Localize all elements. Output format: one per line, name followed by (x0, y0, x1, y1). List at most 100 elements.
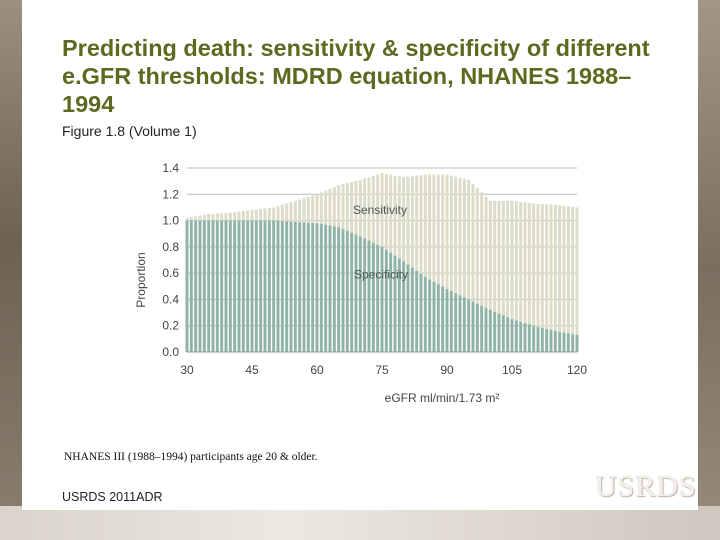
sensitivity-bar (280, 204, 284, 222)
sensitivity-bar (350, 181, 354, 233)
specificity-bar (324, 224, 328, 352)
specificity-bar (367, 240, 371, 352)
sensitivity-bar (198, 215, 202, 221)
specificity-bar (233, 220, 237, 352)
sensitivity-bar (267, 207, 271, 221)
sensitivity-bar (532, 203, 536, 326)
sensitivity-bar (575, 207, 579, 335)
sensitivity-bar (553, 204, 557, 331)
specificity-bar (254, 220, 258, 352)
specificity-bar (428, 279, 432, 352)
specificity-bar (194, 220, 198, 352)
x-tick-label: 45 (245, 363, 259, 377)
specificity-bar (354, 234, 358, 352)
specificity-bar (406, 264, 410, 352)
specificity-bar (393, 255, 397, 352)
specificity-bar (471, 301, 475, 352)
specificity-bar (272, 220, 276, 352)
specificity-bar (562, 332, 566, 352)
specificity-bar (475, 303, 479, 352)
sensitivity-bar (202, 214, 206, 221)
sensitivity-bar (207, 214, 211, 221)
background-right-strip (698, 0, 720, 540)
specificity-bar (302, 222, 306, 352)
specificity-bar (506, 317, 510, 352)
sensitivity-bar (428, 174, 432, 280)
specificity-bar (237, 220, 241, 352)
specificity-bar (415, 270, 419, 352)
sensitivity-bar (566, 206, 570, 334)
specificity-bar (540, 327, 544, 352)
sensitivity-bar (384, 174, 388, 250)
sensitivity-bar (293, 200, 297, 222)
annotation-sensitivity: Sensitivity (353, 203, 407, 217)
specificity-bar (276, 220, 280, 352)
specificity-bar (497, 313, 501, 352)
sensitivity-bar (276, 206, 280, 221)
sensitivity-bar (406, 176, 410, 265)
specificity-bar (575, 334, 579, 352)
sensitivity-bar (272, 207, 276, 221)
specificity-bar (514, 320, 518, 352)
sensitivity-bar (558, 205, 562, 332)
sensitivity-bar (358, 179, 362, 237)
sensitivity-bar (189, 217, 193, 221)
sensitivity-bar (332, 186, 336, 227)
sensitivity-bar (488, 200, 492, 310)
specificity-bar (228, 220, 232, 352)
sensitivity-bar (540, 204, 544, 328)
specificity-bar (250, 220, 254, 352)
specificity-bar (319, 223, 323, 352)
sensitivity-bar (397, 176, 401, 259)
specificity-bar (458, 295, 462, 352)
y-tick-label: 0.4 (162, 292, 179, 306)
sensitivity-bar (367, 177, 371, 241)
specificity-bar (480, 305, 484, 352)
sensitivity-bar (484, 196, 488, 308)
sensitivity-bar (237, 211, 241, 221)
sensitivity-bar (285, 203, 289, 222)
specificity-bar (484, 307, 488, 352)
specificity-bar (220, 220, 224, 352)
sensitivity-bar (233, 212, 237, 221)
x-tick-label: 60 (310, 363, 324, 377)
sensitivity-bar (259, 209, 263, 221)
specificity-bar (267, 220, 271, 352)
specificity-bar (454, 293, 458, 352)
specificity-bar (337, 227, 341, 352)
specificity-bar (311, 222, 315, 352)
specificity-bar (423, 277, 427, 352)
specificity-bar (363, 238, 367, 352)
specificity-bar (263, 220, 267, 352)
sensitivity-bar (250, 210, 254, 221)
specificity-bar (198, 220, 202, 352)
sensitivity-bar (306, 196, 310, 223)
y-tick-label: 0.8 (162, 240, 179, 254)
specificity-bar (445, 288, 449, 352)
sensitivity-bar (410, 176, 414, 268)
specificity-bar (488, 309, 492, 352)
sensitivity-bar (493, 200, 497, 312)
specificity-bar (441, 286, 445, 352)
sensitivity-bar (302, 198, 306, 223)
sensitivity-bar (376, 174, 380, 245)
specificity-bar (523, 323, 527, 352)
specificity-bar (241, 220, 245, 352)
specificity-bar (384, 249, 388, 352)
y-tick-label: 1.0 (162, 214, 179, 228)
specificity-bar (224, 220, 228, 352)
specificity-bar (350, 232, 354, 352)
specificity-bar (571, 334, 575, 352)
x-tick-label: 75 (375, 363, 389, 377)
sensitivity-bar (337, 185, 341, 228)
sensitivity-bar (328, 188, 332, 226)
x-tick-label: 30 (180, 363, 194, 377)
specificity-bar (553, 330, 557, 352)
sensitivity-bar (194, 216, 198, 221)
specificity-bar (298, 222, 302, 352)
background-left-strip (0, 0, 22, 540)
specificity-bar (536, 326, 540, 352)
specificity-bar (207, 220, 211, 352)
x-tick-label: 105 (502, 363, 522, 377)
specificity-bar (332, 226, 336, 352)
